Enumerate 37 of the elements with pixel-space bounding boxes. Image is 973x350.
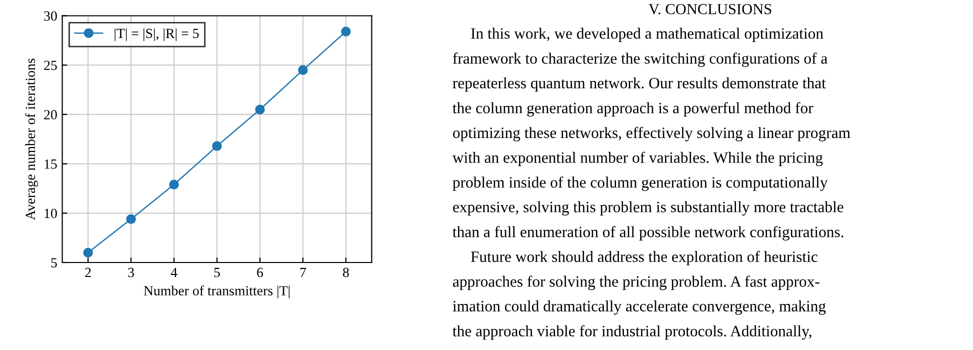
point [83, 248, 93, 258]
x-tick-label: 8 [342, 268, 349, 278]
text: imation could dramatically accelerate convergence, making [452, 300, 826, 315]
y-tick-label: 10 [44, 208, 57, 218]
text: problem inside of the column generation is computationally [452, 176, 828, 191]
y-tick-label: 20 [44, 110, 57, 120]
text: the column generation approach is a powerful method for [452, 102, 814, 117]
text: framework to characterize the switching configurations of a [452, 52, 828, 67]
point [126, 214, 136, 224]
x-axis-title: Number of transmitters |T| [144, 286, 290, 298]
text: In this work, we developed a mathematical optimization [471, 28, 824, 42]
text: optimizing these networks, effectively solving a linear program [453, 126, 850, 142]
text: the approach viable for industrial protocols. Additionally, [452, 325, 812, 340]
point [341, 26, 351, 36]
x-tick-label: 2 [85, 268, 91, 277]
y-axis-title: Average number of iterations [25, 58, 38, 220]
y-tick-label: 30 [44, 11, 57, 21]
point [212, 141, 222, 151]
point [298, 65, 308, 75]
legend-label: |T| = |S|, |R| = 5 [114, 28, 199, 41]
text: V. CONCLUSIONS [648, 4, 772, 14]
text: with an exponential number of variables. While the pricing [452, 152, 823, 166]
x-tick-label: 3 [128, 268, 134, 278]
y-tick-label: 5 [51, 258, 57, 268]
text: Future work should address the exploration of heuristic [470, 250, 818, 266]
y-tick-label: 15 [44, 159, 57, 169]
text: than a full enumeration of all possible network configurations. [452, 226, 844, 240]
text: approaches for solving the pricing problem. A fast approx- [452, 276, 820, 290]
y-tick-label: 25 [44, 60, 57, 70]
text: repeaterless quantum network. Our results demonstrate that [452, 77, 826, 92]
x-tick-label: 4 [170, 268, 178, 277]
point [255, 104, 265, 114]
text: expensive, solving this problem is substantially more tractable [453, 201, 844, 216]
x-tick-label: 6 [257, 268, 264, 278]
x-tick-label: 5 [214, 268, 220, 278]
point [169, 180, 179, 190]
x-tick-label: 7 [300, 268, 306, 277]
